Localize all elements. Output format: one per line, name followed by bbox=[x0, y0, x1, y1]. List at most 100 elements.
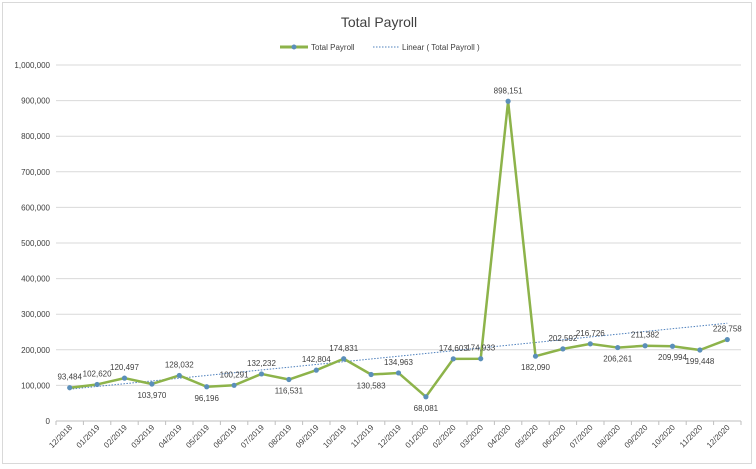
x-tick-label: 03/2020 bbox=[458, 423, 485, 450]
data-point bbox=[67, 385, 73, 391]
x-tick-label: 05/2019 bbox=[184, 423, 211, 450]
x-tick-label: 09/2020 bbox=[623, 423, 650, 450]
x-axis-ticks: 12/2018 01/2019 02/2019 03/2019 04/2019 05/20… bbox=[47, 421, 742, 450]
x-tick-label: 08/2019 bbox=[266, 423, 293, 450]
data-label: 202,592 bbox=[548, 334, 577, 343]
data-point bbox=[669, 343, 676, 349]
data-point bbox=[395, 370, 402, 376]
chart-frame: Total Payroll Total Payroll Linear ( Tot… bbox=[2, 2, 752, 464]
data-point bbox=[587, 341, 593, 347]
x-tick-label: 03/2019 bbox=[129, 423, 156, 450]
data-label: 898,151 bbox=[494, 86, 523, 95]
data-point bbox=[450, 356, 456, 362]
data-label: 93,484 bbox=[57, 373, 82, 382]
data-point bbox=[532, 353, 539, 359]
data-point bbox=[258, 371, 265, 377]
data-label: 103,970 bbox=[137, 391, 166, 400]
trendline-layer bbox=[69, 322, 728, 390]
x-tick-label: 05/2020 bbox=[513, 423, 540, 450]
series-layer bbox=[67, 98, 730, 400]
series-line-total-payroll bbox=[69, 100, 728, 399]
data-label: 209,994 bbox=[658, 353, 687, 362]
x-tick-label: 07/2019 bbox=[239, 423, 266, 450]
payroll-line-chart: Total Payroll Total Payroll Linear ( Tot… bbox=[14, 14, 742, 450]
y-tick-label: 600,000 bbox=[21, 203, 50, 212]
data-label: 102,620 bbox=[83, 369, 112, 378]
y-tick-label: 700,000 bbox=[21, 168, 50, 177]
data-point bbox=[423, 394, 429, 400]
data-point bbox=[341, 356, 347, 362]
x-tick-label: 12/2020 bbox=[705, 423, 732, 450]
y-tick-label: 500,000 bbox=[21, 239, 50, 248]
data-label: 174,831 bbox=[329, 344, 358, 353]
y-tick-label: 1,000,000 bbox=[14, 61, 50, 70]
data-point bbox=[286, 376, 292, 383]
data-label: 134,963 bbox=[384, 358, 413, 367]
chart-title: Total Payroll bbox=[341, 14, 417, 30]
x-tick-label: 10/2019 bbox=[321, 423, 348, 450]
data-label: 206,261 bbox=[603, 355, 632, 364]
y-tick-label: 800,000 bbox=[21, 132, 50, 141]
data-label: 182,090 bbox=[521, 363, 550, 372]
data-point bbox=[505, 98, 511, 104]
data-label: 228,758 bbox=[713, 325, 742, 334]
y-tick-label: 300,000 bbox=[21, 310, 50, 319]
data-point bbox=[313, 367, 319, 373]
data-point bbox=[176, 372, 182, 379]
data-point bbox=[149, 381, 155, 387]
data-label: 68,081 bbox=[414, 404, 439, 413]
data-label: 199,448 bbox=[685, 357, 714, 366]
data-label: 116,531 bbox=[275, 387, 304, 396]
x-tick-label: 10/2020 bbox=[650, 423, 677, 450]
x-tick-label: 06/2019 bbox=[212, 423, 239, 450]
x-tick-label: 01/2020 bbox=[403, 423, 430, 450]
x-tick-label: 02/2020 bbox=[431, 423, 458, 450]
data-label: 174,603 bbox=[439, 344, 468, 353]
data-point bbox=[368, 371, 374, 378]
trendline bbox=[69, 322, 728, 390]
data-point bbox=[615, 344, 621, 351]
x-tick-label: 11/2020 bbox=[678, 423, 705, 450]
y-tick-label: 100,000 bbox=[21, 381, 50, 390]
y-axis-ticks: 0 100,000 200,000 300,000 400,000 500,000 600,… bbox=[14, 61, 50, 426]
data-point bbox=[560, 346, 566, 352]
x-tick-label: 01/2019 bbox=[75, 423, 102, 450]
x-tick-label: 08/2020 bbox=[595, 423, 622, 450]
data-label: 128,032 bbox=[165, 360, 194, 369]
x-tick-label: 12/2018 bbox=[47, 423, 74, 450]
x-tick-label: 04/2020 bbox=[486, 423, 513, 450]
data-label: 100,291 bbox=[220, 370, 249, 379]
data-label: 142,804 bbox=[302, 355, 331, 364]
data-point bbox=[94, 381, 100, 388]
x-tick-label: 07/2020 bbox=[568, 423, 595, 450]
data-point bbox=[478, 356, 484, 362]
data-point bbox=[231, 382, 237, 388]
x-tick-label: 02/2019 bbox=[102, 423, 129, 450]
legend: Total Payroll Linear ( Total Payroll ) bbox=[280, 43, 480, 52]
data-label: 96,196 bbox=[194, 394, 219, 403]
data-point bbox=[724, 336, 730, 343]
x-tick-label: 12/2019 bbox=[376, 423, 403, 450]
x-tick-label: 09/2019 bbox=[294, 423, 321, 450]
y-tick-label: 900,000 bbox=[21, 97, 50, 106]
data-point bbox=[697, 347, 703, 353]
data-label: 120,497 bbox=[110, 363, 139, 372]
y-tick-label: 0 bbox=[46, 417, 51, 426]
data-label: 216,726 bbox=[576, 329, 605, 338]
x-tick-label: 11/2019 bbox=[349, 423, 376, 450]
data-point bbox=[642, 343, 648, 349]
legend-series-marker bbox=[291, 44, 297, 50]
data-label: 132,232 bbox=[247, 359, 276, 368]
data-point bbox=[121, 375, 128, 381]
y-tick-label: 400,000 bbox=[21, 275, 50, 284]
data-label: 211,382 bbox=[631, 331, 660, 340]
x-tick-label: 04/2019 bbox=[157, 423, 184, 450]
y-tick-label: 200,000 bbox=[21, 346, 50, 355]
data-label: 174,933 bbox=[466, 344, 495, 353]
data-point bbox=[204, 384, 210, 390]
gridlines bbox=[56, 64, 741, 422]
legend-trend-label: Linear ( Total Payroll ) bbox=[402, 43, 480, 52]
legend-series-label: Total Payroll bbox=[311, 43, 355, 52]
x-tick-label: 06/2020 bbox=[540, 423, 567, 450]
